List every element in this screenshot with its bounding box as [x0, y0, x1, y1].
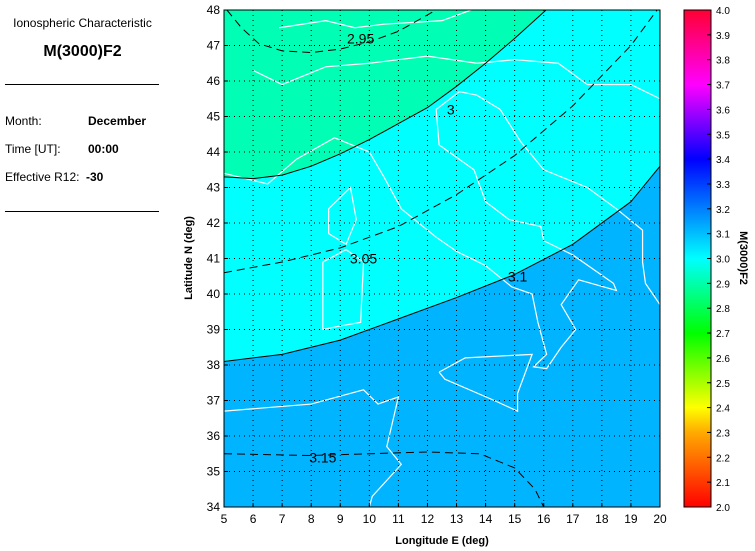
contour-line-3 — [224, 10, 547, 180]
colorbar-tick-label: 2.9 — [716, 279, 730, 290]
colorbar-tick-label: 3.1 — [716, 230, 730, 241]
y-tick-label: 46 — [207, 74, 221, 88]
contour-label: 3.1 — [508, 268, 528, 284]
y-tick-label: 48 — [207, 3, 221, 17]
x-tick-label: 16 — [537, 512, 551, 526]
y-tick-label: 34 — [207, 500, 221, 514]
x-tick-label: 18 — [595, 512, 609, 526]
colorbar-tick-label: 3.2 — [716, 205, 730, 216]
colorbar-tick-label: 3.3 — [716, 180, 730, 191]
r12-value: -30 — [86, 170, 104, 184]
x-tick-label: 15 — [508, 512, 522, 526]
y-tick-label: 45 — [207, 110, 221, 124]
contour-line-2.95 — [226, 10, 437, 54]
colorbar-tick-label: 2.6 — [716, 354, 730, 365]
colorbar-tick-label: 2.0 — [716, 503, 730, 514]
contour-label: 2.95 — [347, 30, 374, 46]
contour-line-3.05 — [224, 10, 658, 274]
contour-label: 3.15 — [309, 449, 336, 465]
time-label: Time [UT]: — [5, 142, 61, 156]
y-axis-label: Latitude N (deg) — [183, 216, 195, 300]
contour-label: 3 — [447, 101, 455, 117]
time-value: 00:00 — [88, 142, 119, 156]
x-tick-label: 12 — [421, 512, 435, 526]
coastline — [328, 186, 357, 246]
characteristic-subtitle: Ionospheric Characteristic — [13, 16, 152, 30]
y-tick-label: 35 — [207, 465, 221, 479]
divider — [5, 211, 159, 212]
characteristic-title: M(3000)F2 — [43, 43, 122, 60]
colorbar-tick-label: 2.4 — [716, 404, 730, 415]
y-tick-label: 47 — [207, 39, 221, 53]
colorbar-tick-label: 4.0 — [716, 6, 730, 17]
colorbar-tick-label: 2.5 — [716, 379, 730, 390]
y-tick-label: 39 — [207, 323, 221, 337]
colorbar-tick-label: 2.8 — [716, 304, 730, 315]
month-label: Month: — [5, 114, 42, 128]
colorbar-tick-label: 3.9 — [716, 31, 730, 42]
coastline — [252, 55, 660, 100]
x-tick-label: 8 — [308, 512, 315, 526]
month-value: December — [88, 114, 147, 128]
colorbar-tick-label: 3.8 — [716, 56, 730, 67]
colorbar: 2.0 2.1 2.2 2.3 2.4 2.5 2.6 2.7 2.8 2.9 3.0 3.1 3.2 3… — [683, 6, 730, 514]
y-tick-label: 40 — [207, 287, 221, 301]
coastline — [438, 353, 533, 413]
y-tick-label: 43 — [207, 181, 221, 195]
colorbar-tick-label: 2.1 — [716, 478, 730, 489]
y-tick-label: 42 — [207, 216, 221, 230]
colorbar-tick-label: 3.6 — [716, 105, 730, 116]
colorbar-gradient — [683, 9, 712, 508]
x-tick-label: 20 — [653, 512, 667, 526]
colorbar-tick-label: 2.3 — [716, 428, 730, 439]
y-tick-label: 37 — [207, 394, 221, 408]
x-tick-label: 11 — [392, 512, 405, 526]
contour-label: 3.05 — [350, 251, 377, 267]
colorbar-tick-label: 2.7 — [716, 329, 730, 340]
colorbar-label: M(3000)F2 — [737, 231, 749, 285]
contour-fills — [224, 10, 660, 507]
coastline — [224, 91, 660, 370]
x-tick-label: 5 — [221, 512, 228, 526]
x-tick-label: 7 — [279, 512, 286, 526]
x-axis-label: Longitude E (deg) — [395, 535, 489, 547]
y-tick-label: 44 — [207, 145, 221, 159]
x-tick-label: 13 — [450, 512, 464, 526]
x-tick-label: 9 — [337, 512, 344, 526]
contour-line-3.1 — [224, 165, 660, 362]
x-tick-label: 17 — [566, 512, 580, 526]
contour-lines: 2.95 3 3.05 3.1 3.15 — [224, 10, 660, 507]
colorbar-tick-label: 3.5 — [716, 130, 730, 141]
y-tick-label: 38 — [207, 358, 221, 372]
r12-label: Effective R12: — [5, 170, 80, 184]
y-tick-label: 36 — [207, 429, 221, 443]
x-tick-label: 10 — [363, 512, 377, 526]
y-tick-label: 41 — [207, 252, 221, 266]
coastline — [224, 389, 403, 507]
x-tick-label: 19 — [624, 512, 638, 526]
colorbar-tick-label: 2.2 — [716, 453, 730, 464]
colorbar-tick-label: 3.0 — [716, 255, 730, 266]
colorbar-tick-label: 3.4 — [716, 155, 730, 166]
contour-line-3.15 — [224, 451, 545, 507]
divider — [5, 84, 159, 85]
axes: 5 6 7 8 9 10 11 12 13 14 15 16 17 18 19 20 34 35 36 37 38 39 4… — [207, 3, 667, 526]
colorbar-tick-label: 3.7 — [716, 81, 730, 92]
x-tick-label: 14 — [479, 512, 493, 526]
x-tick-label: 6 — [250, 512, 257, 526]
